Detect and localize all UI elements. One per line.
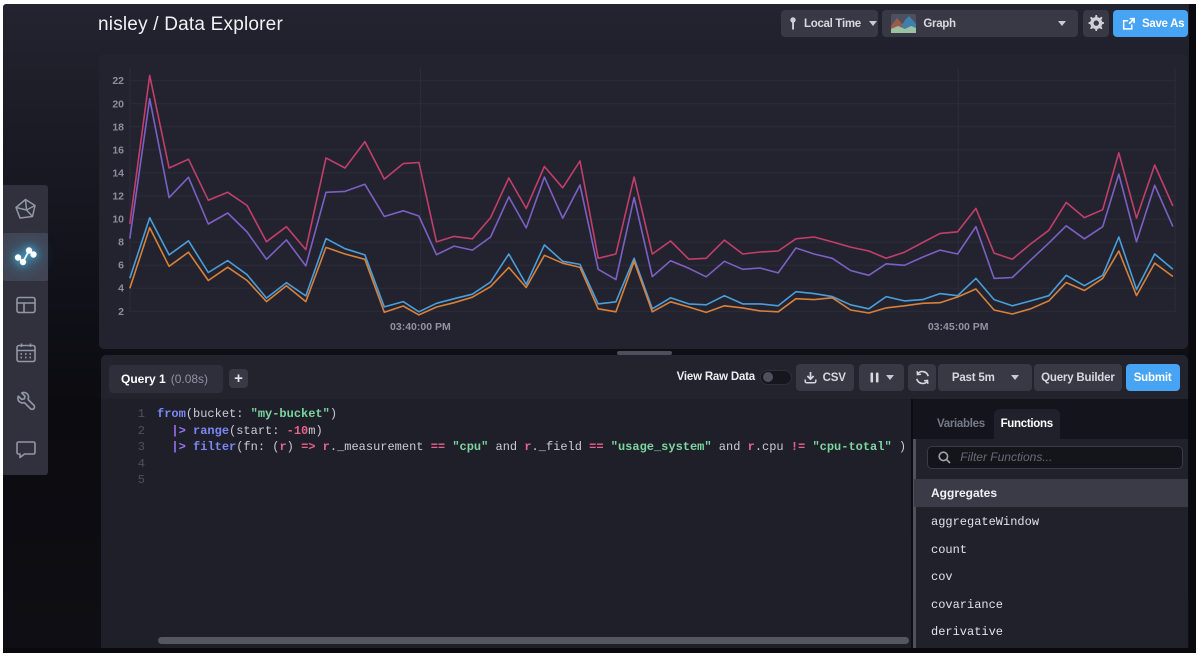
- svg-text:12: 12: [112, 191, 124, 203]
- svg-text:10: 10: [112, 214, 124, 226]
- svg-text:14: 14: [112, 167, 124, 179]
- svg-text:8: 8: [118, 237, 124, 249]
- svg-text:18: 18: [112, 121, 124, 133]
- svg-text:03:45:00 PM: 03:45:00 PM: [928, 321, 989, 333]
- svg-text:6: 6: [118, 260, 124, 272]
- svg-text:2: 2: [118, 306, 124, 318]
- svg-text:16: 16: [112, 144, 124, 156]
- svg-text:22: 22: [112, 75, 124, 87]
- svg-text:4: 4: [118, 283, 124, 295]
- svg-text:03:40:00 PM: 03:40:00 PM: [390, 321, 451, 333]
- svg-text:20: 20: [112, 98, 124, 110]
